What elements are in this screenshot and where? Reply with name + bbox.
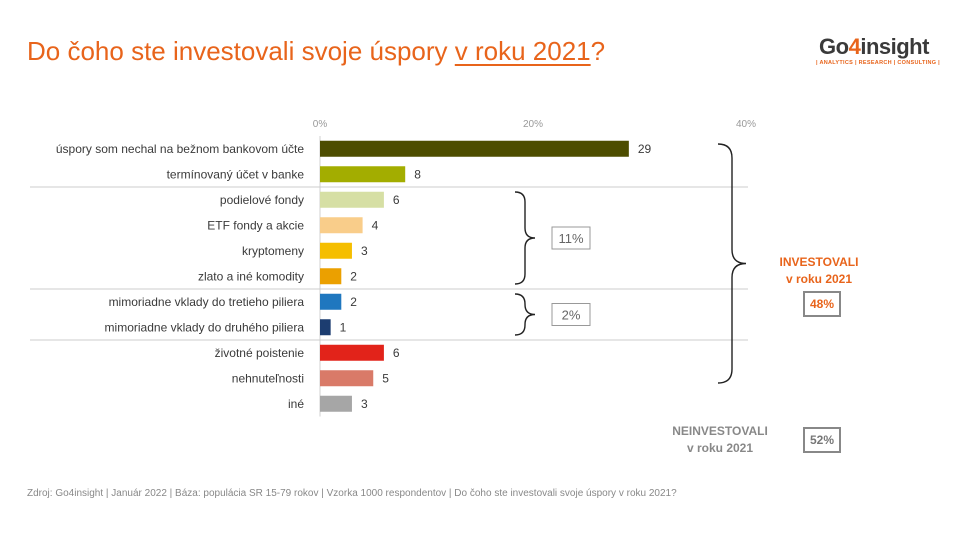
group-percent-box (551, 303, 591, 326)
value-label: 4 (372, 218, 379, 232)
title-main: Do čoho ste investovali svoje úspory (27, 36, 455, 66)
bar (320, 268, 342, 285)
x-tick-label: 20% (523, 119, 543, 130)
page-title: Do čoho ste investovali svoje úspory v r… (27, 36, 605, 67)
bar (320, 293, 342, 310)
go4insight-logo: Go4insight | ANALYTICS | RESEARCH | CONS… (816, 36, 941, 67)
investovali-line2: v roku 2021 (785, 272, 853, 286)
logo-wordmark: Go4insight (816, 36, 932, 58)
value-label: 8 (414, 167, 421, 181)
category-label: termínovaný účet v banke (167, 167, 305, 181)
investovali-label: INVESTOVALI v roku 2021 (765, 254, 873, 288)
x-tick-label: 0% (313, 119, 328, 130)
category-label: úspory som nechal na bežnom bankovom účt… (56, 142, 304, 156)
logo-brand-four: 4 (848, 34, 861, 59)
bar (320, 319, 331, 336)
value-label: 5 (382, 371, 389, 385)
title-end: ? (590, 36, 606, 66)
investovali-bracket (717, 143, 747, 384)
neinvestovali-line2: v roku 2021 (686, 441, 754, 455)
category-label: ETF fondy a akcie (207, 218, 304, 232)
logo-brand-a: Go (819, 34, 849, 59)
logo-tagline: | ANALYTICS | RESEARCH | CONSULTING | (816, 60, 941, 66)
category-label: životné poistenie (215, 346, 305, 360)
bar (320, 166, 406, 183)
category-label: podielové fondy (220, 193, 304, 207)
value-label: 3 (361, 244, 368, 258)
source-footnote: Zdroj: Go4insight | Január 2022 | Báza: … (27, 488, 677, 499)
category-label: nehnuteľnosti (232, 371, 304, 385)
category-label: zlato a iné komodity (198, 269, 304, 283)
category-label: kryptomeny (242, 244, 304, 258)
value-label: 2 (350, 295, 357, 309)
bar (320, 140, 629, 157)
title-highlight: v roku 2021 (454, 36, 591, 66)
value-label: 6 (393, 193, 400, 207)
bar (320, 242, 352, 259)
value-label: 3 (361, 397, 368, 411)
value-label: 1 (340, 320, 347, 334)
group-bracket (514, 191, 536, 285)
neinvestovali-label: NEINVESTOVALI v roku 2021 (650, 423, 790, 457)
neinvestovali-percent-box: 52% (803, 427, 841, 453)
group-percent-label: 11% (558, 231, 583, 246)
logo-brand-b: insight (860, 34, 929, 59)
neinvestovali-line1: NEINVESTOVALI (672, 424, 768, 438)
group-bracket (514, 293, 536, 336)
bar (320, 370, 374, 387)
value-label: 29 (638, 142, 652, 156)
value-label: 6 (393, 346, 400, 360)
bar (320, 217, 363, 234)
group-percent-box (551, 226, 591, 250)
bar (320, 344, 384, 361)
category-label: mimoriadne vklady do druhého piliera (105, 320, 305, 334)
group-percent-label: 2% (562, 308, 581, 323)
bar (320, 395, 352, 412)
bar (320, 191, 384, 208)
investovali-line1: INVESTOVALI (779, 255, 859, 269)
value-label: 2 (350, 269, 357, 283)
x-tick-label: 40% (736, 119, 756, 130)
category-label: mimoriadne vklady do tretieho piliera (109, 295, 305, 309)
investovali-percent-box: 48% (803, 291, 841, 317)
category-label: iné (288, 397, 304, 411)
